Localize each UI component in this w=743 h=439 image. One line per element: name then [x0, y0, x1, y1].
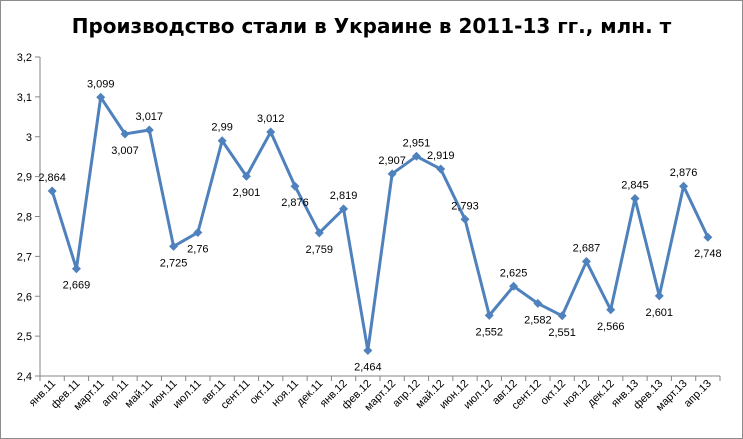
x-tick-label: ноя.11 [270, 378, 302, 410]
data-label: 2,748 [694, 248, 722, 260]
data-point-marker [630, 194, 640, 204]
data-point-marker [679, 181, 689, 191]
data-label: 2,845 [621, 180, 649, 192]
data-point-marker [193, 227, 203, 237]
y-tick-label: 3 [26, 132, 32, 144]
y-tick-label: 2,9 [17, 172, 32, 184]
data-point-marker [411, 151, 421, 161]
data-label: 3,017 [136, 111, 164, 123]
x-tick-label: ноя.12 [560, 378, 592, 410]
data-point-marker [266, 127, 276, 137]
data-label: 3,099 [87, 78, 115, 90]
data-label: 2,76 [187, 243, 208, 255]
data-label: 2,951 [403, 137, 431, 149]
y-tick-label: 3,1 [17, 92, 32, 104]
data-label: 3,007 [111, 145, 139, 157]
series-line [50, 95, 710, 352]
data-point-marker [71, 264, 81, 274]
data-point-marker [557, 311, 567, 321]
data-point-marker [703, 232, 713, 242]
data-label: 2,907 [378, 155, 406, 167]
data-point-marker [606, 305, 616, 315]
data-point-marker [581, 257, 591, 267]
data-label: 2,566 [597, 321, 625, 333]
y-tick-label: 2,7 [17, 251, 32, 263]
data-label: 2,464 [354, 361, 382, 373]
y-tick-label: 2,6 [17, 291, 32, 303]
data-label: 2,552 [476, 326, 504, 338]
x-tick-label: апр.13 [682, 378, 714, 410]
data-label: 2,551 [548, 327, 576, 339]
data-label: 2,601 [646, 307, 674, 319]
data-point-marker [120, 129, 130, 139]
data-point-marker [290, 181, 300, 191]
data-point-marker [436, 164, 446, 174]
y-tick-label: 2,8 [17, 212, 32, 224]
data-label: 2,625 [500, 267, 528, 279]
data-point-marker [387, 169, 397, 179]
data-point-marker [241, 171, 251, 181]
y-tick-label: 2,4 [17, 371, 32, 383]
data-point-marker [96, 92, 106, 102]
data-label: 2,919 [427, 150, 455, 162]
data-label: 2,819 [330, 190, 358, 202]
data-label: 2,725 [160, 257, 188, 269]
data-label: 2,876 [281, 197, 309, 209]
data-point-marker [654, 291, 664, 301]
data-label: 2,99 [211, 122, 232, 134]
data-point-marker [509, 281, 519, 291]
y-tick-label: 3,2 [17, 52, 32, 64]
data-label: 2,582 [524, 314, 552, 326]
data-label: 2,876 [670, 167, 698, 179]
data-point-marker [533, 298, 543, 308]
data-label: 2,901 [233, 187, 261, 199]
data-label: 3,012 [257, 113, 285, 125]
data-point-marker [314, 228, 324, 238]
y-tick-label: 2,5 [17, 331, 32, 343]
data-point-marker [47, 186, 57, 196]
data-label: 2,669 [63, 280, 91, 292]
chart-title: Производство стали в Украине в 2011-13 г… [71, 14, 672, 38]
data-label: 2,687 [573, 243, 601, 255]
data-point-marker [484, 310, 494, 320]
data-label: 2,759 [306, 244, 334, 256]
data-point-marker [144, 125, 154, 135]
data-point-marker [339, 204, 349, 214]
data-point-marker [363, 345, 373, 355]
data-label: 2,864 [38, 172, 66, 184]
data-point-marker [217, 136, 227, 146]
data-point-marker [169, 241, 179, 251]
data-point-marker [460, 214, 470, 224]
data-label: 2,793 [451, 200, 479, 212]
